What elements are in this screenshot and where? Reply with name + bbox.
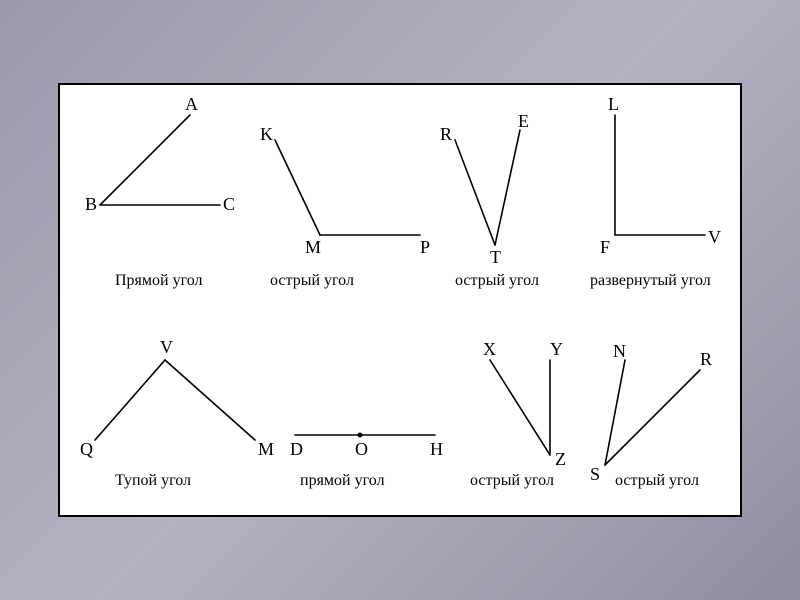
point-label-T: T: [490, 247, 501, 267]
angle-KMP: K M Pострый угол: [260, 124, 430, 289]
point-label-A: A: [185, 94, 198, 114]
angle-QVM: Q V M Тупой угол: [80, 337, 274, 489]
angle-caption: прямой угол: [300, 472, 385, 489]
point-label-B: B: [85, 194, 97, 214]
angle-ray: [495, 130, 520, 245]
point-label-Y: Y: [550, 339, 563, 359]
angle-caption: острый угол: [615, 472, 699, 489]
point-label-V: V: [708, 227, 721, 247]
point-label-V: V: [160, 337, 173, 357]
angle-RTE: R T Eострый угол: [440, 111, 539, 289]
angle-caption: Прямой угол: [115, 272, 203, 289]
angle-ABC: A B C Прямой угол: [85, 94, 235, 289]
point-label-Q: Q: [80, 439, 93, 459]
point-label-Z: Z: [555, 449, 566, 469]
point-label-F: F: [600, 237, 610, 257]
point-label-H: H: [430, 439, 443, 459]
point-label-N: N: [613, 341, 626, 361]
point-label-E: E: [518, 111, 529, 131]
angle-ray: [605, 360, 625, 465]
point-label-L: L: [608, 94, 619, 114]
point-label-C: C: [223, 194, 235, 214]
angle-caption: Тупой угол: [115, 472, 191, 489]
point-label-P: P: [420, 237, 430, 257]
vertex-dot: [358, 433, 363, 438]
point-label-K: K: [260, 124, 273, 144]
angle-ray: [165, 360, 255, 440]
angle-NSR: N S Rострый угол: [590, 341, 712, 489]
point-label-S: S: [590, 464, 600, 484]
angle-ray: [605, 370, 700, 465]
angle-ray: [100, 115, 190, 205]
point-label-M: M: [305, 237, 321, 257]
point-label-M: M: [258, 439, 274, 459]
point-label-R: R: [700, 349, 712, 369]
angle-ray: [95, 360, 165, 440]
angle-ray: [275, 140, 320, 235]
angle-caption: развернутый угол: [590, 272, 711, 289]
point-label-O: O: [355, 439, 368, 459]
angle-caption: острый угол: [270, 272, 354, 289]
angle-DOH: D O Hпрямой угол: [290, 433, 443, 490]
angle-caption: острый угол: [470, 472, 554, 489]
angle-ray: [455, 140, 495, 245]
diagram-frame: A B C Прямой угол K M Pострый угол R T Eострый уг…: [58, 83, 742, 517]
point-label-X: X: [483, 339, 496, 359]
angle-ray: [490, 360, 550, 455]
point-label-R: R: [440, 124, 452, 144]
point-label-D: D: [290, 439, 303, 459]
angle-LFV: L F Vразвернутый угол: [590, 94, 721, 289]
angle-XZY: X Y Zострый угол: [470, 339, 566, 489]
angle-caption: острый угол: [455, 272, 539, 289]
angles-diagram: A B C Прямой угол K M Pострый угол R T Eострый уг…: [60, 85, 740, 515]
